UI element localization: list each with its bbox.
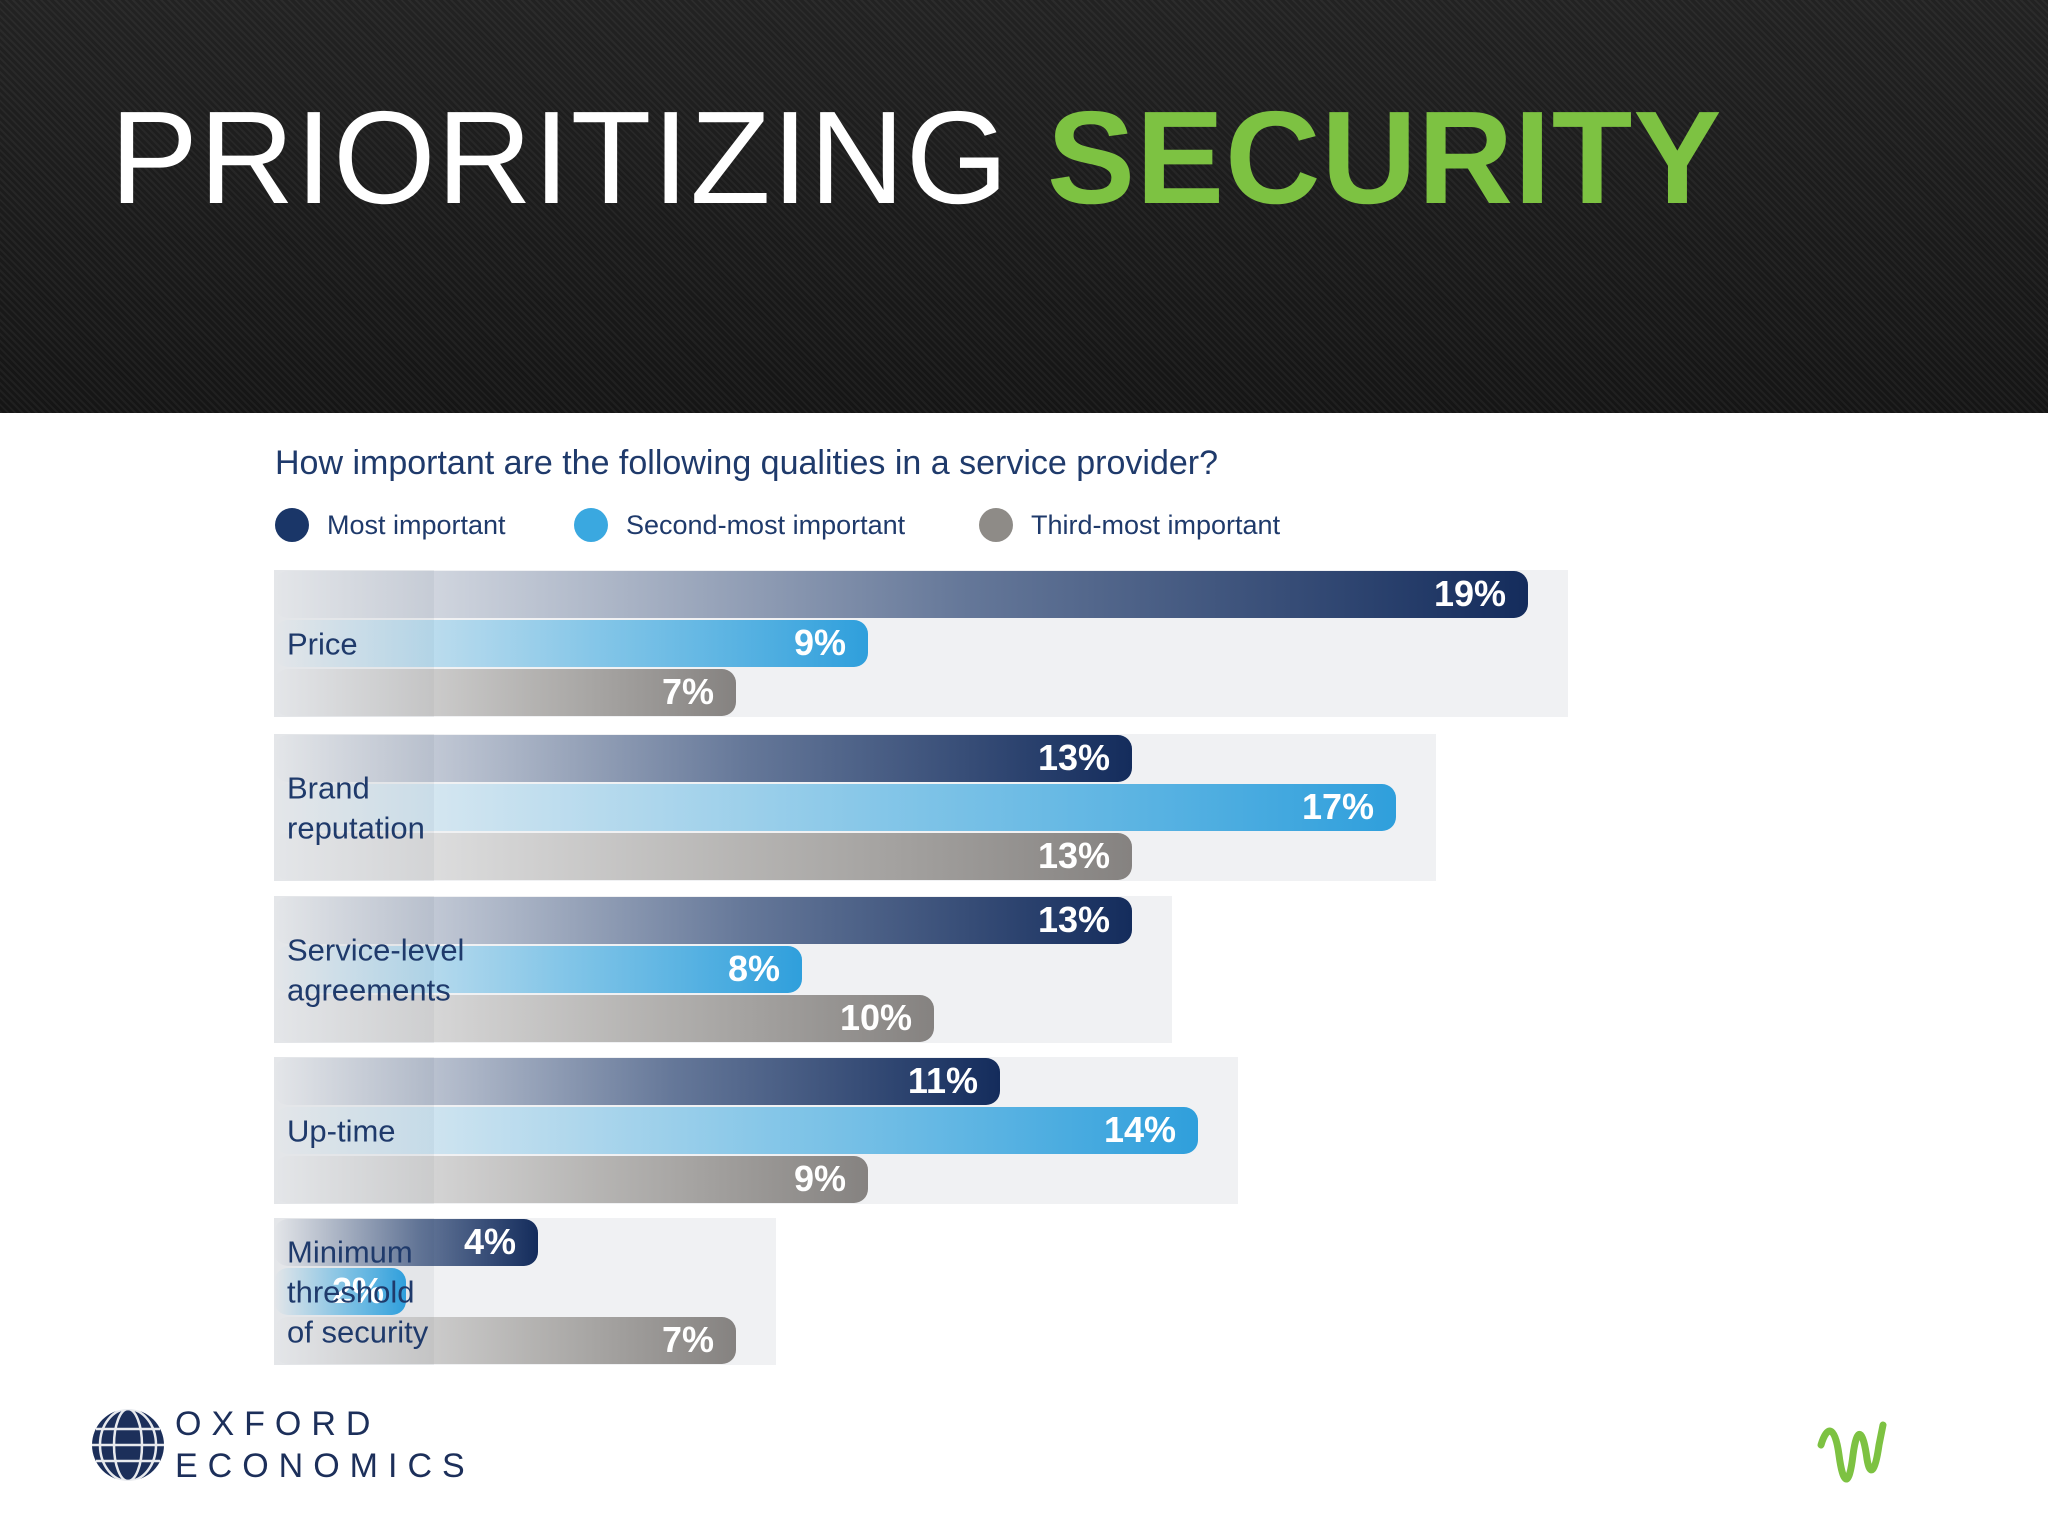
category-label: Price <box>287 627 358 662</box>
legend-dot-icon <box>275 508 309 542</box>
bar <box>274 784 1396 831</box>
logo-text-line1: OXFORD <box>175 1405 381 1443</box>
data-label: 13% <box>1038 835 1110 876</box>
category-label-line: Service-level <box>287 933 464 968</box>
data-label: 2% <box>332 1270 384 1311</box>
legend-item-second: Second-most important <box>574 505 905 545</box>
bar <box>274 1107 1198 1154</box>
logo-text-line2: ECONOMICS <box>175 1447 475 1485</box>
bar <box>274 946 802 993</box>
category-label-line: of security <box>287 1315 429 1350</box>
legend-label: Third-most important <box>1031 509 1281 540</box>
data-label: 9% <box>794 1158 846 1199</box>
category-label-line: reputation <box>287 811 425 846</box>
data-label: 8% <box>728 948 780 989</box>
bar <box>274 897 1132 944</box>
bar <box>274 669 736 716</box>
chart-title: How important are the following qualitie… <box>275 444 1219 482</box>
globe-icon <box>92 1407 164 1483</box>
category-label-line: Brand <box>287 771 370 806</box>
legend-label: Most important <box>327 509 506 540</box>
page-title: PRIORITIZING SECURITY <box>110 92 1722 224</box>
category-label-line: Up-time <box>287 1114 396 1149</box>
bar <box>274 1268 406 1315</box>
legend-dot-icon <box>979 508 1013 542</box>
bar <box>274 1156 868 1203</box>
oxford-economics-logo: OXFORD ECONOMICS <box>90 1405 465 1485</box>
category-label-line: Minimum <box>287 1235 413 1270</box>
data-label: 4% <box>464 1221 516 1262</box>
title-accent: SECURITY <box>1047 84 1723 231</box>
data-label: 14% <box>1104 1109 1176 1150</box>
category-label-line: Price <box>287 627 358 662</box>
title-main: PRIORITIZING <box>110 84 1047 231</box>
category-label: Up-time <box>287 1114 396 1149</box>
data-label: 13% <box>1038 899 1110 940</box>
category-label-line: agreements <box>287 973 451 1008</box>
data-label: 13% <box>1038 737 1110 778</box>
category-label: Minimum threshold of security <box>287 1235 429 1350</box>
category-label-line: threshold <box>287 1275 415 1310</box>
legend-item-third: Third-most important <box>979 505 1280 545</box>
bar <box>274 833 1132 880</box>
bar <box>274 620 868 667</box>
header-banner: PRIORITIZING SECURITY <box>0 0 2048 413</box>
category-label: Brand reputation <box>287 771 425 846</box>
wave-logo-icon <box>1817 1421 1887 1483</box>
bar <box>274 1219 538 1266</box>
bar <box>274 995 934 1042</box>
bar <box>274 735 1132 782</box>
data-label: 9% <box>794 622 846 663</box>
data-label: 7% <box>662 671 714 712</box>
legend-label: Second-most important <box>626 509 906 540</box>
bar <box>274 571 1528 618</box>
bar <box>274 1317 736 1364</box>
data-label: 10% <box>840 997 912 1038</box>
data-label: 19% <box>1434 573 1506 614</box>
category-label: Service-level agreements <box>287 933 464 1008</box>
legend-dot-icon <box>574 508 608 542</box>
legend-item-most: Most important <box>275 505 506 545</box>
data-label: 7% <box>662 1319 714 1360</box>
bar <box>274 1058 1000 1105</box>
data-label: 11% <box>908 1060 978 1101</box>
data-label: 17% <box>1302 786 1374 827</box>
